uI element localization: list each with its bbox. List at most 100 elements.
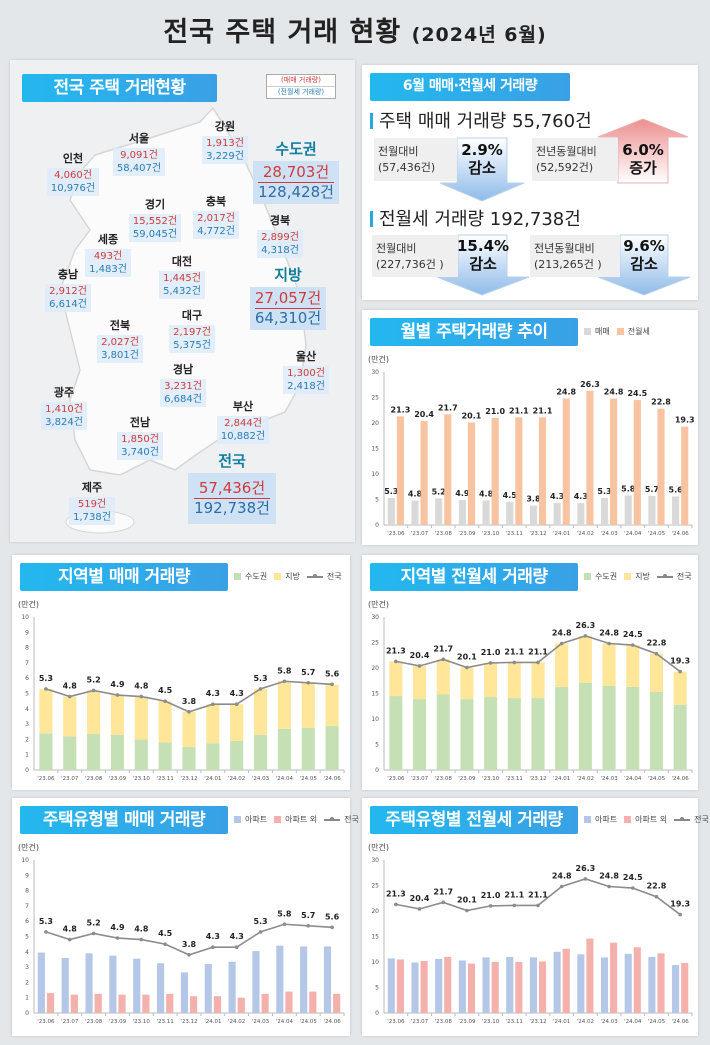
y-tick-label: 9 xyxy=(25,629,29,636)
x-tick-label: '24.06 xyxy=(672,1019,690,1025)
y-tick-label: 6 xyxy=(25,675,29,682)
line-point xyxy=(163,699,167,703)
data-label: 5.6 xyxy=(325,669,340,678)
sale-mom-down-arrow-icon xyxy=(439,137,525,202)
data-label: 4.3 xyxy=(230,689,244,698)
y-tick-label: 8 xyxy=(25,888,29,895)
data-label: 4.5 xyxy=(158,686,173,695)
region-gangwon: 강원 1,913건 3,229건 xyxy=(195,120,255,164)
region-sale: 2,844건 xyxy=(224,418,262,429)
data-label: 4.3 xyxy=(206,932,220,941)
bar-아파트 외 xyxy=(190,996,198,1013)
bar-아파트 외 xyxy=(515,962,523,1013)
y-tick-label: 30 xyxy=(371,369,379,376)
line-point xyxy=(91,688,96,693)
legend-label: 아파트 xyxy=(595,815,618,824)
region-sale: 3,231건 xyxy=(164,381,202,392)
y-tick-label: 1 xyxy=(25,752,29,759)
y-tick-label: 3 xyxy=(25,721,29,728)
legend-line-icon xyxy=(324,817,341,821)
data-label: 5.6 xyxy=(325,912,340,921)
bar-지방 xyxy=(460,667,474,700)
bar-매매 xyxy=(672,496,680,525)
bar-전월세 xyxy=(657,408,665,525)
line-point xyxy=(654,894,659,899)
legend-line-icon xyxy=(306,574,323,578)
line-point xyxy=(488,904,493,908)
region-rent: 2,418건 xyxy=(287,381,325,392)
y-tick-label: 4 xyxy=(25,949,29,956)
y-tick-label: 0 xyxy=(375,522,379,529)
bar-수도권 xyxy=(649,691,663,770)
bar-수도권 xyxy=(253,734,268,770)
region-sale: 2,017건 xyxy=(197,213,235,224)
chart-type-rent: 주택유형별 전월세 거래량 아파트 아파트 외 전국 (만건) 0 5 10 15 20 25 30 '… xyxy=(362,798,709,1036)
bar-수도권 xyxy=(507,698,521,770)
legend-label: 수도권 xyxy=(245,572,268,581)
y-tick-label: 9 xyxy=(25,872,29,879)
summary-panel: 6월 매매·전월세 거래량 주택 매매 거래량 55,760건 전월대비 (57,… xyxy=(362,65,698,300)
data-label: 19.3 xyxy=(670,657,690,666)
bar-수도권 xyxy=(39,733,53,770)
chart-legend: 수도권 지방 전국 xyxy=(584,571,692,582)
data-label: 5.6 xyxy=(669,485,684,494)
legend-label: 아파트 xyxy=(245,815,268,824)
chart-title: 주택유형별 매매 거래량 xyxy=(20,806,228,834)
data-label: 21.0 xyxy=(481,648,501,657)
data-label: 21.1 xyxy=(528,647,548,656)
legend-swatch xyxy=(584,328,591,335)
data-label: 4.8 xyxy=(408,490,423,499)
y-tick-label: 15 xyxy=(371,446,379,453)
line-point xyxy=(678,669,682,674)
bar-전월세 xyxy=(610,398,618,525)
label: 전년동월대비 xyxy=(536,145,597,158)
total-sale: 57,436건 xyxy=(194,479,270,499)
bar-아파트 외 xyxy=(333,993,341,1013)
x-tick-label: '24.06 xyxy=(323,776,341,782)
data-label: 3.8 xyxy=(182,697,197,706)
region-rent: 3,824건 xyxy=(45,417,83,428)
legend-swatch xyxy=(234,573,241,580)
data-label: 20.4 xyxy=(410,894,430,903)
x-tick-label: '24.02 xyxy=(577,1019,594,1025)
legend-sale: (매매 거래량) xyxy=(281,76,321,84)
bar-수도권 xyxy=(578,682,592,770)
bar-수도권 xyxy=(460,699,474,770)
y-tick-label: 3 xyxy=(25,964,29,971)
bar-아파트 xyxy=(276,945,284,1013)
bar-아파트 xyxy=(553,951,561,1013)
data-label: 20.1 xyxy=(457,895,477,904)
bar-아파트 xyxy=(228,961,236,1013)
region-rent: 4,318건 xyxy=(261,245,299,256)
line-point xyxy=(394,659,398,664)
y-axis-unit: (만건) xyxy=(368,355,389,364)
y-tick-label: 5 xyxy=(375,742,379,749)
x-tick-label: '23.12 xyxy=(180,1019,197,1025)
bar-아파트 xyxy=(529,957,537,1013)
legend-label: 아파트 외 xyxy=(285,815,318,824)
bar-아파트 외 xyxy=(237,997,245,1013)
chart-title: 지역별 매매 거래량 xyxy=(20,563,228,591)
title-sub: (2024년 6월) xyxy=(411,24,547,46)
y-tick-label: 5 xyxy=(375,985,379,992)
bar-아파트 xyxy=(252,951,260,1013)
region-sale: 1,850건 xyxy=(121,434,159,445)
bar-매매 xyxy=(458,500,466,525)
bar-수도권 xyxy=(484,697,498,770)
y-tick-label: 2 xyxy=(25,979,29,986)
region-jeju: 제주 519건 1,738건 xyxy=(62,481,122,525)
x-tick-label: '23.09 xyxy=(109,776,127,782)
x-tick-label: '23.07 xyxy=(61,776,79,782)
y-tick-label: 20 xyxy=(371,908,379,915)
line-point xyxy=(607,641,611,646)
legend-swatch xyxy=(616,328,624,335)
line-point xyxy=(115,936,120,940)
chart-legend: 수도권 지방 전국 xyxy=(234,571,342,582)
bar-지방 xyxy=(277,681,291,729)
legend-label: 전국 xyxy=(344,815,359,824)
bar-아파트 외 xyxy=(444,956,452,1013)
line-point xyxy=(583,634,588,638)
legend-label: 지방 xyxy=(635,572,650,581)
line-point xyxy=(67,694,72,699)
map-legend: (매매 거래량) (전월세 거래량) xyxy=(266,74,336,99)
